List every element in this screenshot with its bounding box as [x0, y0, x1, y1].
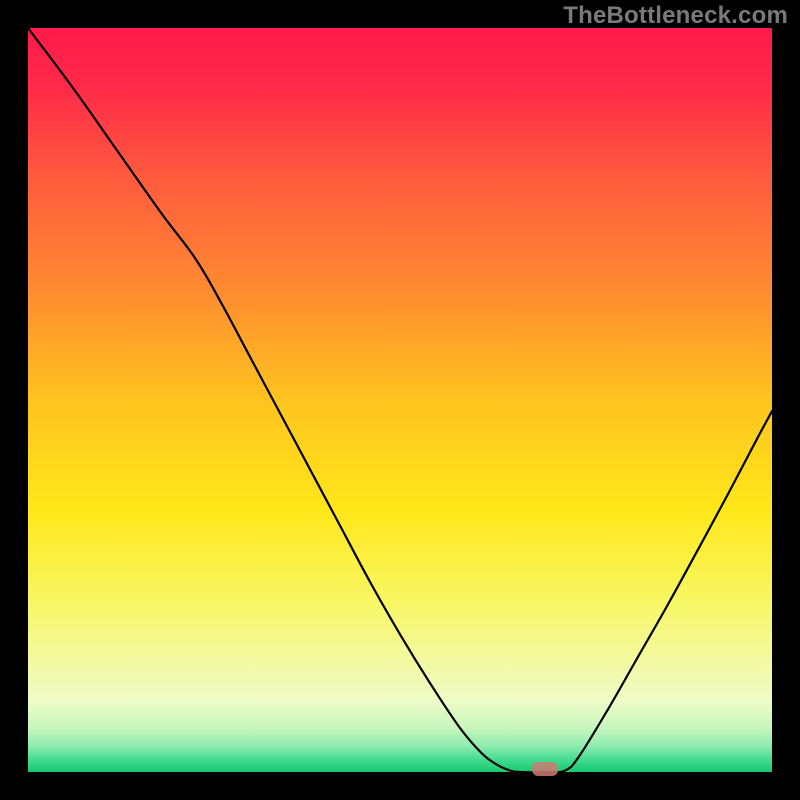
optimum-marker	[532, 762, 558, 776]
plot-background	[28, 28, 772, 772]
bottleneck-chart	[0, 0, 800, 800]
watermark-text: TheBottleneck.com	[563, 2, 788, 30]
